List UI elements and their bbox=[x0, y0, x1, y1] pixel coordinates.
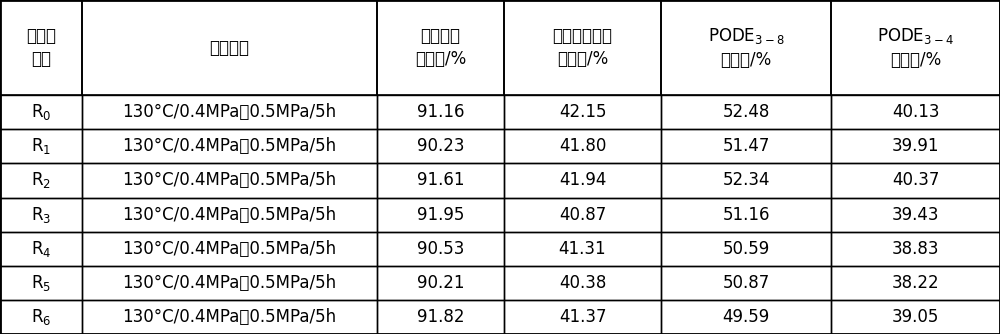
Bar bbox=[831, 129, 1000, 163]
Bar bbox=[661, 0, 831, 95]
Bar bbox=[82, 95, 377, 129]
Text: 130°C/0.4MPa－0.5MPa/5h: 130°C/0.4MPa－0.5MPa/5h bbox=[122, 308, 337, 326]
Text: 39.43: 39.43 bbox=[892, 206, 939, 223]
Text: 130°C/0.4MPa－0.5MPa/5h: 130°C/0.4MPa－0.5MPa/5h bbox=[122, 103, 337, 121]
Bar bbox=[82, 163, 377, 197]
Text: 130°C/0.4MPa－0.5MPa/5h: 130°C/0.4MPa－0.5MPa/5h bbox=[122, 137, 337, 155]
Text: 39.91: 39.91 bbox=[892, 137, 939, 155]
Text: 91.82: 91.82 bbox=[417, 308, 464, 326]
Bar bbox=[504, 197, 661, 232]
Bar bbox=[504, 163, 661, 197]
Text: R$_0$: R$_0$ bbox=[31, 102, 51, 122]
Text: 反应条件: 反应条件 bbox=[209, 39, 249, 56]
Text: R$_2$: R$_2$ bbox=[31, 170, 51, 190]
Text: 90.53: 90.53 bbox=[417, 240, 464, 258]
Text: 40.13: 40.13 bbox=[892, 103, 939, 121]
Text: 41.31: 41.31 bbox=[559, 240, 606, 258]
Text: 130°C/0.4MPa－0.5MPa/5h: 130°C/0.4MPa－0.5MPa/5h bbox=[122, 240, 337, 258]
Text: 42.15: 42.15 bbox=[559, 103, 606, 121]
Text: R$_1$: R$_1$ bbox=[31, 136, 51, 156]
Bar bbox=[82, 0, 377, 95]
Text: 90.21: 90.21 bbox=[417, 274, 464, 292]
Bar bbox=[831, 197, 1000, 232]
Bar bbox=[0, 232, 82, 266]
Bar bbox=[831, 95, 1000, 129]
Text: 40.87: 40.87 bbox=[559, 206, 606, 223]
Text: 41.80: 41.80 bbox=[559, 137, 606, 155]
Text: 91.95: 91.95 bbox=[417, 206, 464, 223]
Text: 三聚甲醛
转化率/%: 三聚甲醛 转化率/% bbox=[415, 27, 466, 68]
Bar bbox=[377, 197, 504, 232]
Bar bbox=[82, 266, 377, 300]
Bar bbox=[0, 197, 82, 232]
Text: PODE$_{3-4}$
选择性/%: PODE$_{3-4}$ 选择性/% bbox=[877, 26, 954, 69]
Bar bbox=[0, 266, 82, 300]
Bar bbox=[377, 266, 504, 300]
Bar bbox=[377, 163, 504, 197]
Bar bbox=[82, 197, 377, 232]
Bar bbox=[377, 95, 504, 129]
Bar bbox=[377, 300, 504, 334]
Bar bbox=[0, 95, 82, 129]
Bar bbox=[661, 129, 831, 163]
Text: 52.48: 52.48 bbox=[722, 103, 770, 121]
Bar bbox=[82, 300, 377, 334]
Bar bbox=[831, 163, 1000, 197]
Bar bbox=[504, 266, 661, 300]
Text: 40.37: 40.37 bbox=[892, 171, 939, 189]
Text: 90.23: 90.23 bbox=[417, 137, 464, 155]
Bar bbox=[661, 95, 831, 129]
Text: 41.37: 41.37 bbox=[559, 308, 606, 326]
Bar bbox=[82, 232, 377, 266]
Text: 催化剂
循环: 催化剂 循环 bbox=[26, 27, 56, 68]
Bar bbox=[661, 232, 831, 266]
Bar bbox=[661, 300, 831, 334]
Text: 二甲氧基甲烷
转化率/%: 二甲氧基甲烷 转化率/% bbox=[552, 27, 612, 68]
Bar bbox=[661, 163, 831, 197]
Text: 130°C/0.4MPa－0.5MPa/5h: 130°C/0.4MPa－0.5MPa/5h bbox=[122, 206, 337, 223]
Text: 51.47: 51.47 bbox=[722, 137, 770, 155]
Text: 41.94: 41.94 bbox=[559, 171, 606, 189]
Bar bbox=[504, 300, 661, 334]
Bar bbox=[661, 197, 831, 232]
Bar bbox=[831, 266, 1000, 300]
Bar bbox=[831, 300, 1000, 334]
Bar bbox=[504, 129, 661, 163]
Bar bbox=[377, 129, 504, 163]
Bar bbox=[82, 129, 377, 163]
Bar bbox=[0, 0, 82, 95]
Bar bbox=[0, 163, 82, 197]
Text: 49.59: 49.59 bbox=[722, 308, 770, 326]
Text: R$_3$: R$_3$ bbox=[31, 205, 51, 224]
Text: 38.83: 38.83 bbox=[892, 240, 939, 258]
Bar bbox=[0, 129, 82, 163]
Bar bbox=[831, 232, 1000, 266]
Bar bbox=[661, 266, 831, 300]
Bar bbox=[504, 0, 661, 95]
Text: 50.87: 50.87 bbox=[722, 274, 770, 292]
Text: R$_5$: R$_5$ bbox=[31, 273, 51, 293]
Text: 50.59: 50.59 bbox=[722, 240, 770, 258]
Bar bbox=[0, 300, 82, 334]
Bar bbox=[504, 232, 661, 266]
Text: 40.38: 40.38 bbox=[559, 274, 606, 292]
Bar bbox=[831, 0, 1000, 95]
Text: R$_4$: R$_4$ bbox=[31, 239, 51, 259]
Bar bbox=[504, 95, 661, 129]
Text: 51.16: 51.16 bbox=[722, 206, 770, 223]
Text: 130°C/0.4MPa－0.5MPa/5h: 130°C/0.4MPa－0.5MPa/5h bbox=[122, 171, 337, 189]
Text: 91.61: 91.61 bbox=[417, 171, 464, 189]
Text: 39.05: 39.05 bbox=[892, 308, 939, 326]
Text: PODE$_{3-8}$
选择性/%: PODE$_{3-8}$ 选择性/% bbox=[708, 26, 784, 69]
Bar bbox=[377, 0, 504, 95]
Text: 91.16: 91.16 bbox=[417, 103, 464, 121]
Text: 38.22: 38.22 bbox=[892, 274, 939, 292]
Bar bbox=[377, 232, 504, 266]
Text: 130°C/0.4MPa－0.5MPa/5h: 130°C/0.4MPa－0.5MPa/5h bbox=[122, 274, 337, 292]
Text: 52.34: 52.34 bbox=[722, 171, 770, 189]
Text: R$_6$: R$_6$ bbox=[31, 307, 51, 327]
